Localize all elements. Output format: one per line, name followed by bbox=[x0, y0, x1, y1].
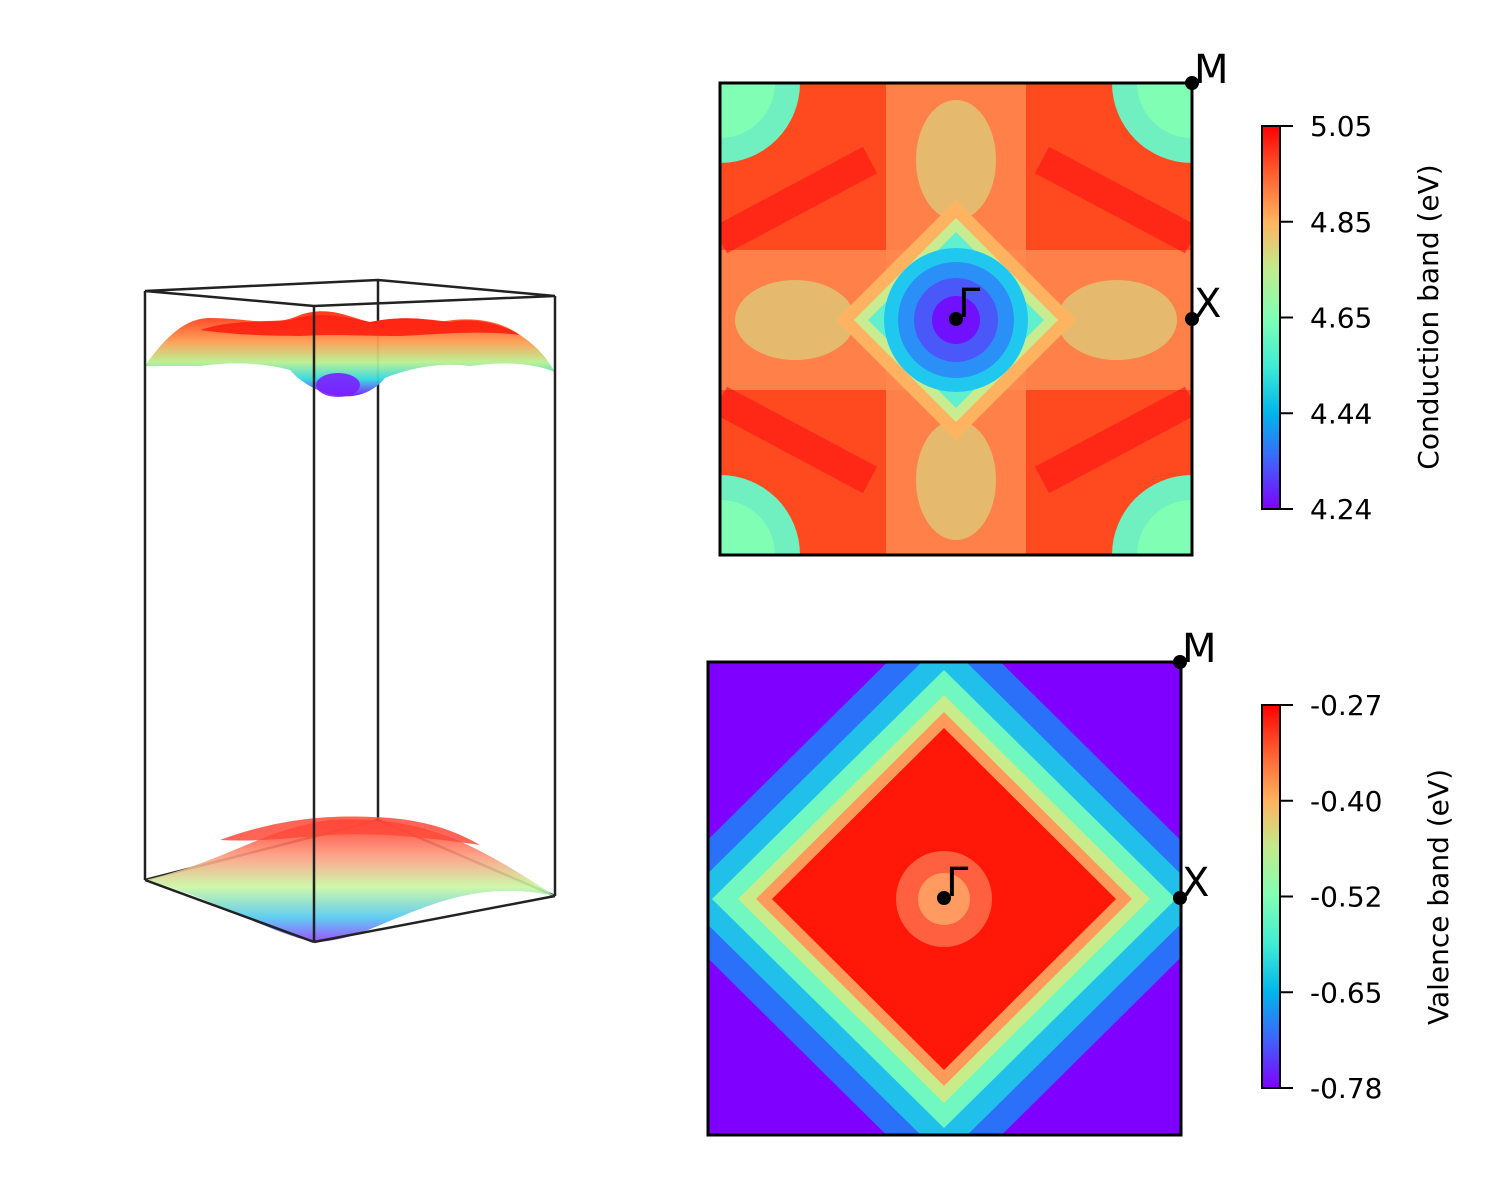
valence-heatmap-panel: M X Γ bbox=[706, 626, 1217, 1137]
colorbar-tick-label: 5.05 bbox=[1310, 110, 1372, 143]
kpoint-label: X bbox=[1194, 281, 1221, 327]
colorbar-tick-label: -0.40 bbox=[1310, 785, 1382, 818]
valence-heatmap bbox=[708, 662, 1181, 1135]
valence-kpoints: M X Γ bbox=[937, 626, 1217, 906]
kpoint-label: Γ bbox=[958, 281, 981, 327]
conduction-heatmap-panel: M X Γ bbox=[718, 47, 1229, 557]
kpoint-label: M bbox=[1182, 626, 1217, 672]
conduction-colorbar-gradient bbox=[1261, 125, 1281, 510]
conduction-colorbar-label: Conduction band (eV) bbox=[1412, 164, 1445, 469]
valence-colorbar-label: Valence band (eV) bbox=[1422, 769, 1455, 1025]
valence-colorbar-ticks: -0.27 -0.40 -0.52 -0.65 -0.78 bbox=[1280, 689, 1382, 1105]
kpoint-marker bbox=[937, 891, 951, 905]
colorbar-tick-label: 4.85 bbox=[1310, 206, 1372, 239]
kpoint-marker bbox=[1173, 891, 1187, 905]
kpoint-label: M bbox=[1194, 47, 1229, 93]
kpoint-marker bbox=[1185, 76, 1199, 90]
colorbar-tick-label: -0.52 bbox=[1310, 881, 1382, 914]
conduction-colorbar-ticks: 5.05 4.85 4.65 4.44 4.24 bbox=[1280, 110, 1372, 526]
colorbar-tick-label: 4.65 bbox=[1310, 302, 1372, 335]
colorbar-tick-label: -0.78 bbox=[1310, 1072, 1382, 1105]
valence-colorbar: -0.27 -0.40 -0.52 -0.65 -0.78 Valence band (… bbox=[1261, 689, 1455, 1105]
conduction-surface-3d bbox=[145, 311, 555, 397]
kpoint-label: X bbox=[1182, 860, 1209, 906]
conduction-kpoints: M X Γ bbox=[949, 47, 1229, 327]
colorbar-tick-label: 4.44 bbox=[1310, 397, 1372, 430]
valence-colorbar-gradient bbox=[1261, 704, 1281, 1089]
kpoint-marker bbox=[1185, 312, 1199, 326]
conduction-colorbar: 5.05 4.85 4.65 4.44 4.24 Conduction band (eV… bbox=[1261, 110, 1445, 526]
box-front-edges bbox=[143, 278, 557, 944]
kpoint-label: Γ bbox=[946, 860, 969, 906]
colorbar-tick-label: -0.27 bbox=[1310, 689, 1382, 722]
kpoint-marker bbox=[1173, 655, 1187, 669]
kpoint-marker bbox=[949, 312, 963, 326]
band-3d-panel bbox=[143, 278, 557, 944]
valence-surface-3d bbox=[145, 816, 555, 942]
colorbar-tick-label: 4.24 bbox=[1310, 493, 1372, 526]
colorbar-tick-label: -0.65 bbox=[1310, 976, 1382, 1009]
